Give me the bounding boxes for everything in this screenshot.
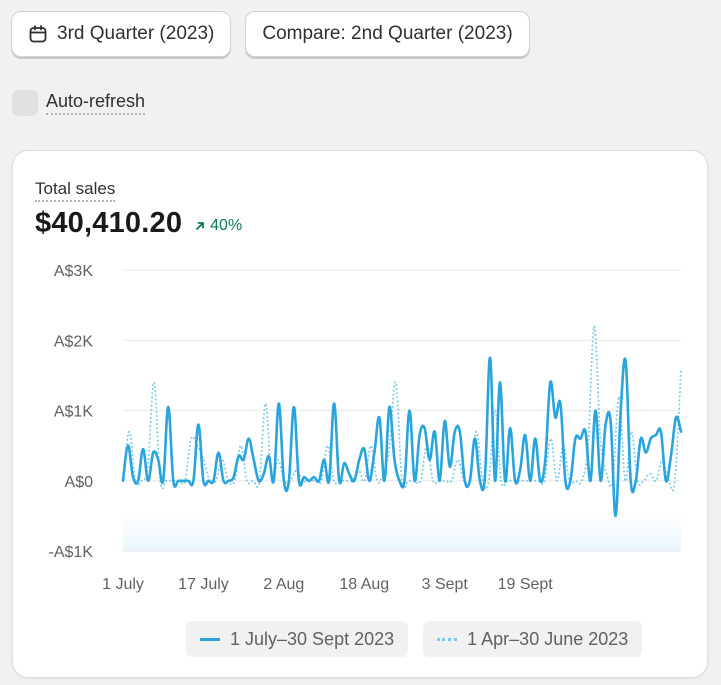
compare-button[interactable]: Compare: 2nd Quarter (2023) — [245, 11, 530, 57]
compare-label: Compare: 2nd Quarter (2023) — [262, 23, 513, 44]
series-line-current — [121, 356, 683, 518]
series-line-previous — [122, 325, 682, 492]
x-tick-label: 19 Sept — [498, 576, 554, 593]
below-zero-band — [123, 510, 681, 551]
y-tick-label: -A$1K — [49, 544, 94, 561]
card-title[interactable]: Total sales — [35, 179, 116, 202]
toolbar: 3rd Quarter (2023) Compare: 2nd Quarter … — [11, 11, 530, 57]
metric-row: $40,410.20 40% — [35, 207, 242, 240]
calendar-icon — [29, 25, 47, 43]
y-tick-label: A$2K — [54, 333, 93, 350]
metric-change: 40% — [194, 217, 242, 235]
auto-refresh: Auto-refresh — [12, 90, 146, 116]
x-tick-label: 2 Aug — [263, 576, 304, 593]
auto-refresh-label: Auto-refresh — [46, 91, 146, 115]
legend-solid-swatch — [200, 637, 220, 641]
metric-change-value: 40% — [210, 217, 243, 234]
y-tick-label: A$1K — [54, 404, 93, 421]
sales-line-chart[interactable]: A$3K A$2K A$1K A$0 -A$1K 1 July 17 July 2 Aug 18… — [13, 151, 709, 611]
x-tick-label: 3 Sept — [422, 576, 469, 593]
legend-current-label: 1 July–30 Sept 2023 — [230, 628, 395, 649]
legend-previous-label: 1 Apr–30 June 2023 — [467, 628, 629, 649]
legend-dotted-swatch — [437, 637, 458, 641]
total-sales-card: Total sales $40,410.20 40% A$3K A$2K A$1K A… — [12, 150, 708, 678]
arrow-up-right-icon — [196, 222, 205, 230]
date-range-label: 3rd Quarter (2023) — [57, 23, 215, 44]
y-tick-label: A$0 — [65, 474, 94, 491]
x-tick-label: 1 July — [102, 576, 144, 593]
x-tick-label: 18 Aug — [339, 576, 389, 593]
x-tick-label: 17 July — [178, 576, 229, 593]
metric-value: $40,410.20 — [35, 207, 183, 239]
legend-item-current[interactable]: 1 July–30 Sept 2023 — [186, 621, 409, 657]
auto-refresh-checkbox[interactable] — [12, 90, 38, 116]
legend-item-previous[interactable]: 1 Apr–30 June 2023 — [423, 621, 643, 657]
date-range-button[interactable]: 3rd Quarter (2023) — [11, 11, 232, 57]
chart-legend: 1 July–30 Sept 2023 1 Apr–30 June 2023 — [186, 621, 643, 657]
y-tick-label: A$3K — [54, 263, 93, 280]
